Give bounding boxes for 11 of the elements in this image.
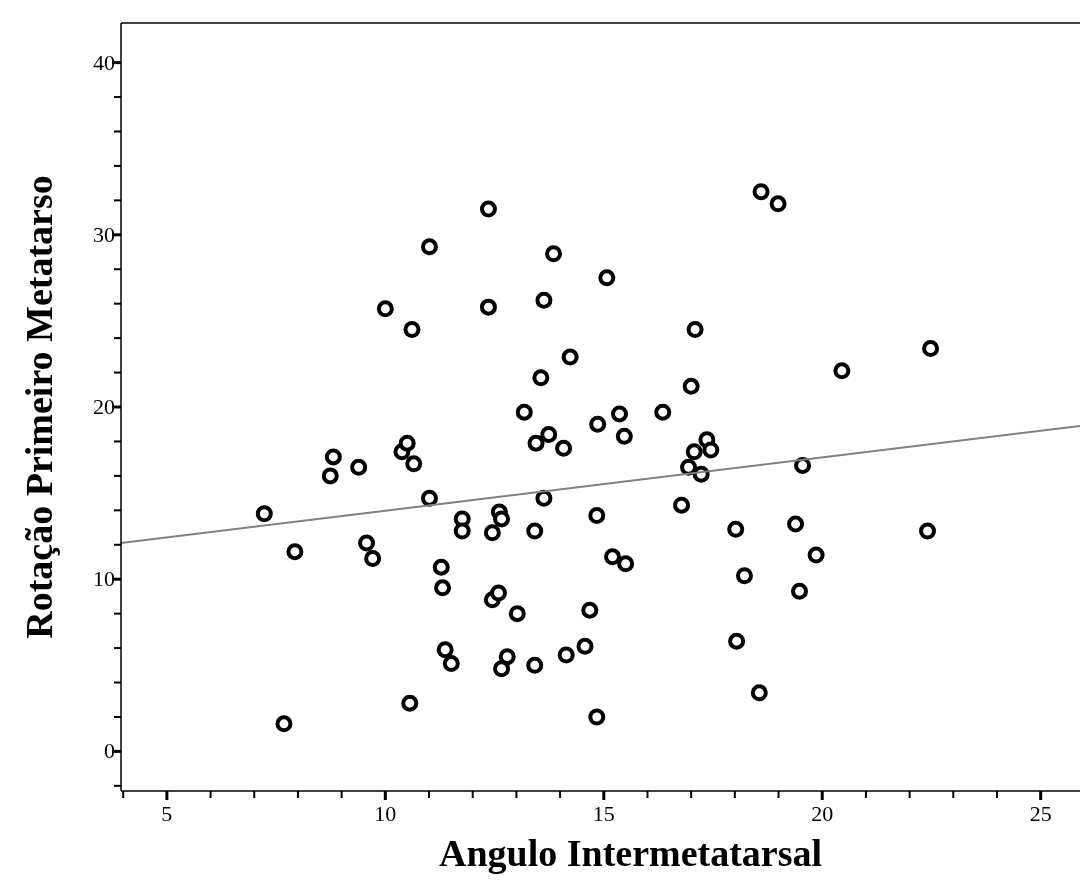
y-tick-label: 10 [93, 566, 115, 592]
y-tick-label: 20 [93, 394, 115, 419]
x-tick-label: 10 [374, 801, 397, 826]
y-tick-label: 30 [93, 221, 115, 247]
x-tick-label: 20 [811, 801, 834, 826]
x-tick-label: 5 [161, 801, 173, 826]
y-axis-title: Rotação Primeiro Metatarso [18, 175, 60, 639]
x-axis-title: Angulo Intermetatarsal [438, 832, 823, 874]
x-tick-label: 15 [592, 801, 615, 826]
y-tick-label: 40 [93, 49, 115, 75]
x-tick-label: 25 [1029, 801, 1052, 826]
